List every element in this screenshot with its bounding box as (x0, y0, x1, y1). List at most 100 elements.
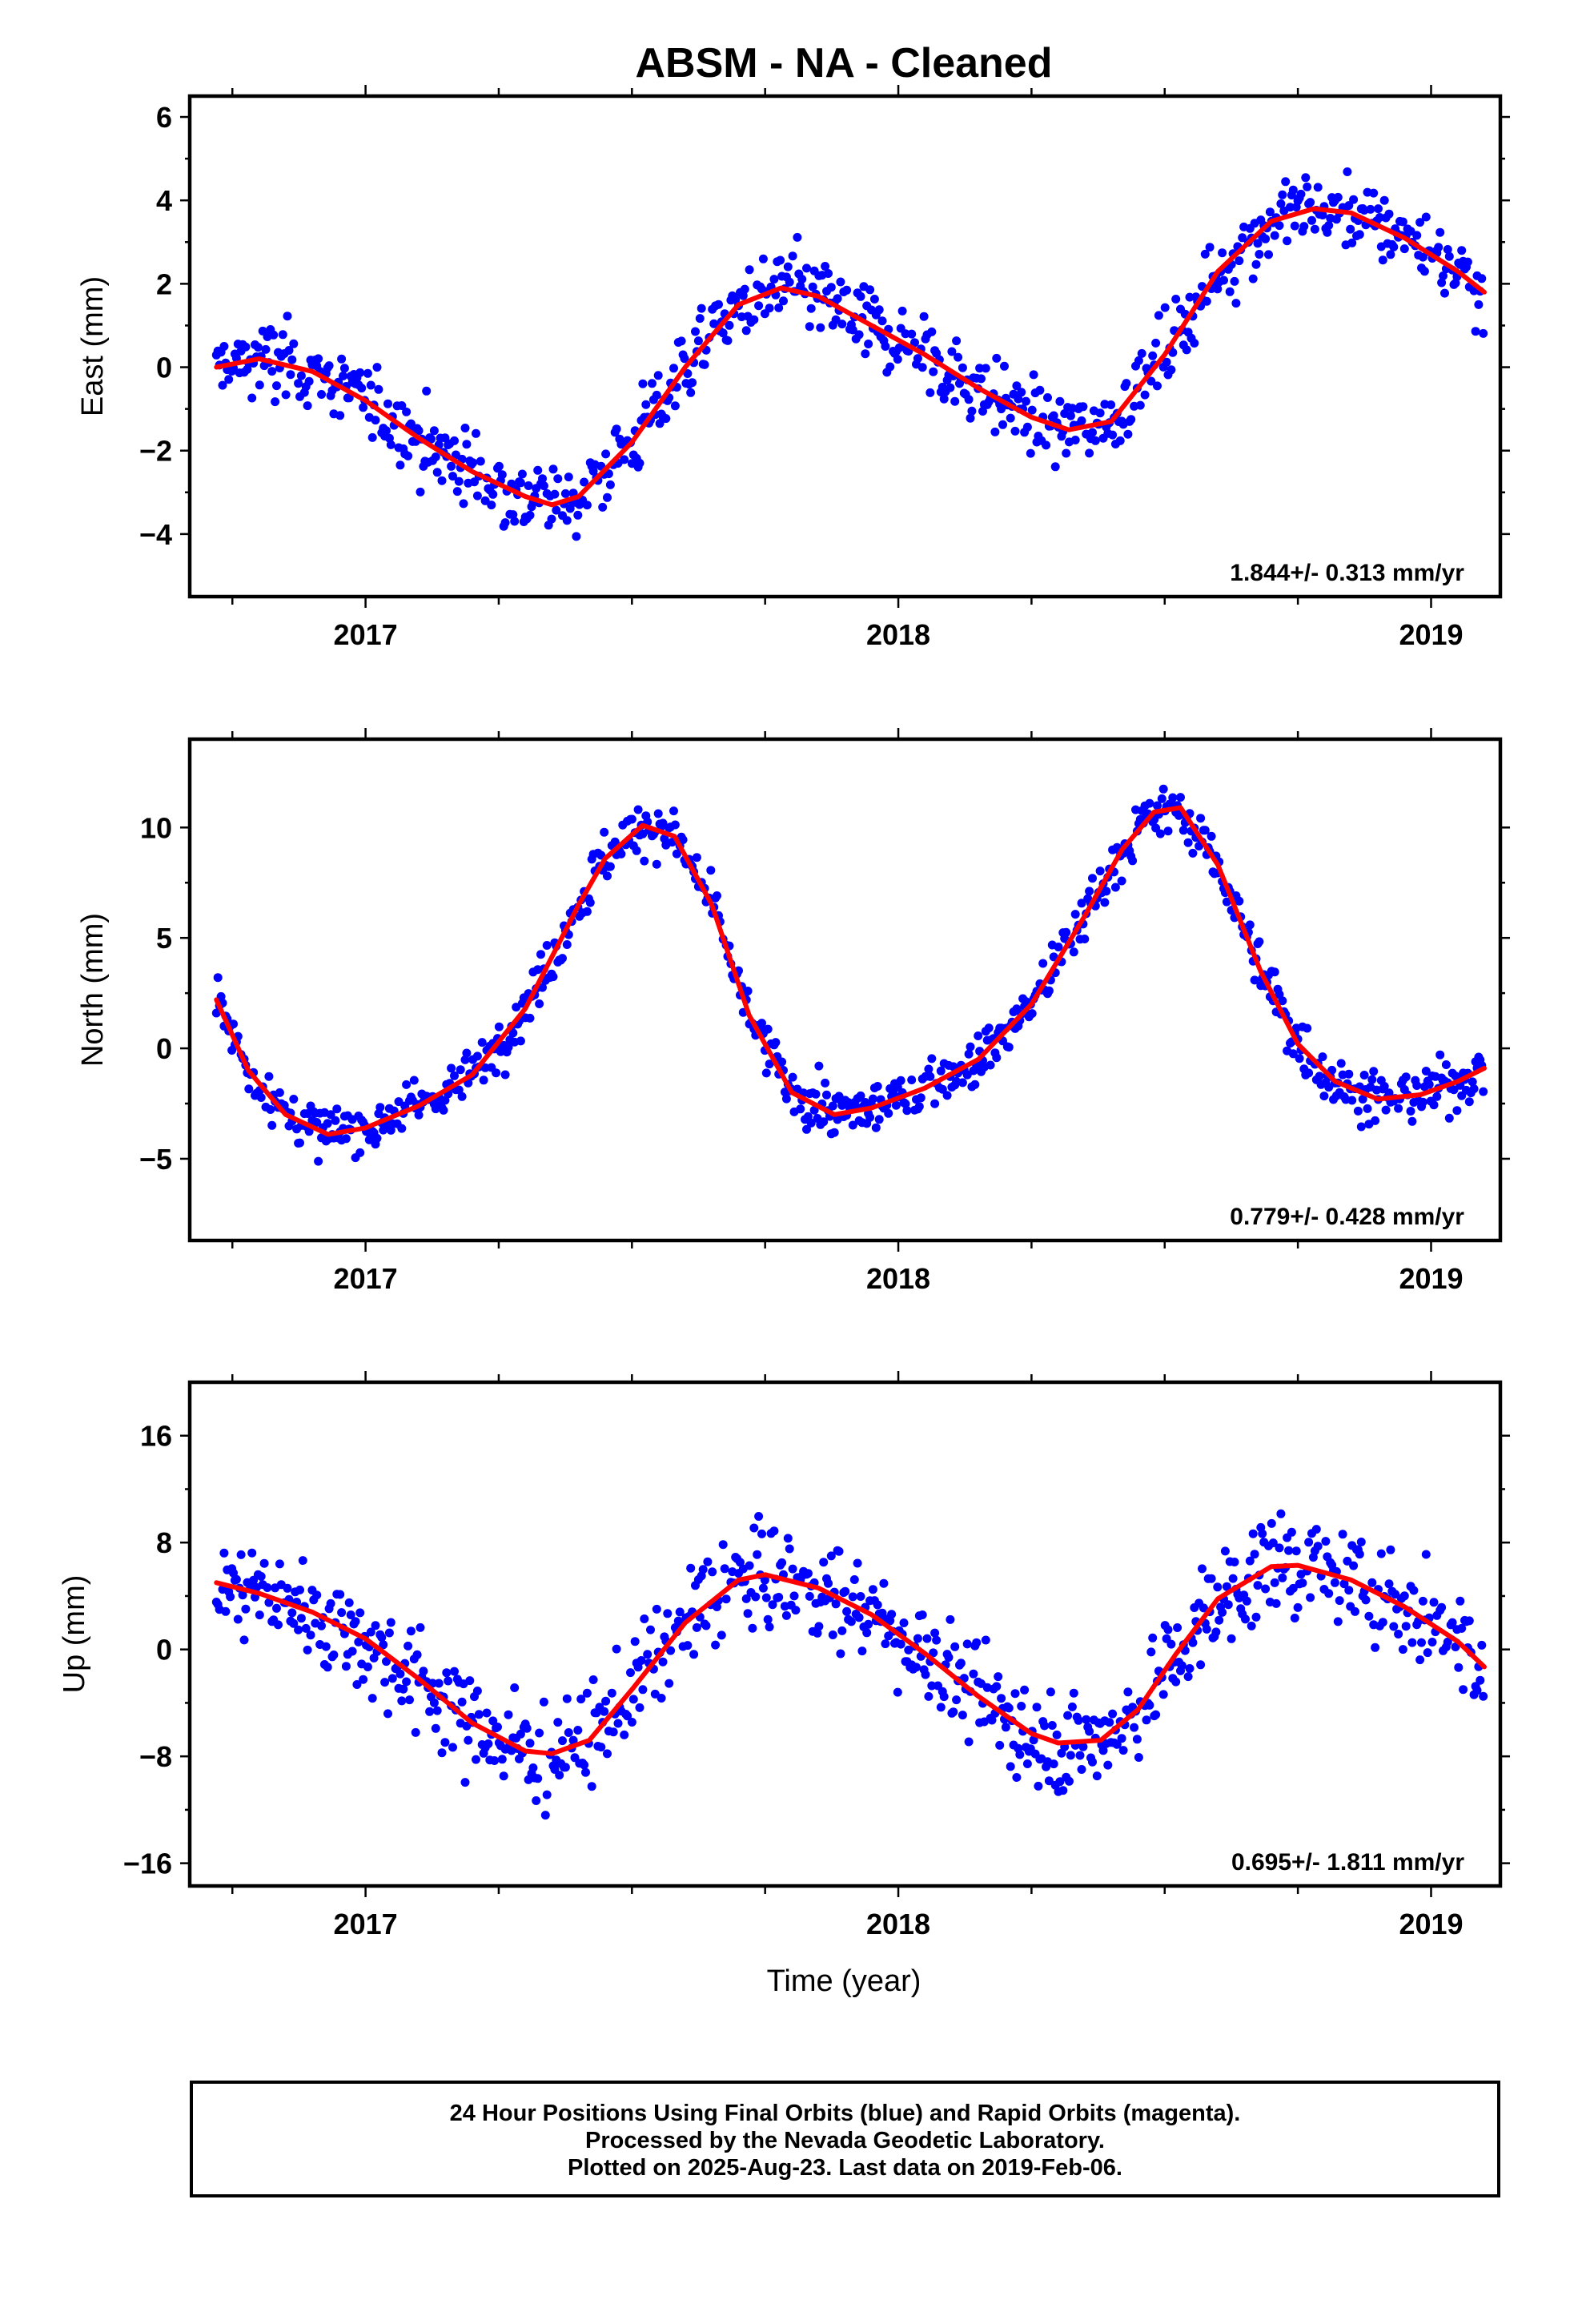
data-point (1108, 1709, 1118, 1719)
data-point (638, 379, 648, 388)
data-point (1102, 887, 1111, 896)
data-point (380, 1678, 390, 1687)
data-point (749, 1523, 759, 1533)
data-point (1363, 1104, 1372, 1113)
data-point (1454, 1663, 1464, 1672)
data-point (1418, 1596, 1427, 1606)
data-point (1145, 798, 1154, 808)
data-point (221, 1606, 231, 1616)
data-point (1276, 199, 1286, 208)
data-point (363, 368, 372, 378)
rate-label-bg (1188, 1200, 1468, 1232)
data-point (1205, 243, 1215, 252)
data-point (1423, 1648, 1432, 1658)
data-point (1198, 1564, 1207, 1574)
data-point (927, 1054, 937, 1063)
data-point (1085, 887, 1094, 896)
data-point (1264, 250, 1273, 259)
data-point (856, 1091, 865, 1100)
data-point (1163, 1625, 1173, 1634)
data-point (677, 336, 686, 346)
y-tick-label: 10 (140, 811, 172, 844)
data-point (516, 1729, 525, 1739)
data-point (1291, 1546, 1301, 1556)
data-point (683, 1641, 693, 1651)
data-point (658, 1657, 668, 1667)
figure-title: ABSM - NA - Cleaned (636, 40, 1053, 86)
data-point (1142, 1715, 1151, 1725)
data-point (573, 510, 583, 520)
data-point (1330, 1578, 1339, 1587)
data-point (1313, 183, 1323, 192)
data-point (1376, 1549, 1386, 1558)
data-point (1077, 416, 1086, 425)
data-point (383, 399, 392, 408)
data-point (1394, 1104, 1403, 1113)
data-point (765, 304, 774, 313)
data-point (1058, 1786, 1068, 1795)
data-point (796, 1104, 805, 1114)
data-point (848, 325, 857, 335)
data-point (1012, 1773, 1022, 1782)
data-point (939, 1692, 949, 1702)
data-point (564, 1728, 573, 1737)
data-point (532, 1796, 541, 1805)
data-point (460, 1055, 470, 1064)
data-point (958, 363, 967, 372)
data-point (1344, 1586, 1354, 1595)
data-point (1153, 801, 1162, 810)
data-point (1419, 267, 1429, 276)
data-point (1006, 1762, 1015, 1771)
data-point (1148, 1633, 1158, 1642)
data-point (608, 1727, 618, 1737)
data-point (1407, 1638, 1417, 1647)
data-point (244, 1084, 254, 1094)
data-point (1304, 1068, 1314, 1078)
data-point (587, 1782, 596, 1791)
data-point (842, 285, 852, 295)
data-point (1479, 1691, 1488, 1701)
data-point (913, 354, 922, 364)
data-point (1355, 1550, 1364, 1559)
data-point (405, 1695, 414, 1705)
data-point (1088, 874, 1097, 883)
data-point (1443, 245, 1452, 254)
data-point (745, 265, 754, 275)
data-point (572, 532, 581, 541)
data-point (219, 342, 229, 351)
data-point (1108, 430, 1118, 440)
data-point (1151, 338, 1161, 348)
data-point (339, 364, 349, 373)
data-point (638, 1685, 648, 1695)
data-point (335, 411, 345, 420)
data-point (914, 1102, 924, 1112)
data-point (693, 336, 703, 346)
rate-label-bg (1188, 557, 1468, 589)
data-point (1032, 1703, 1042, 1712)
data-point (672, 849, 681, 858)
data-point (779, 296, 788, 306)
data-point (562, 516, 572, 525)
data-point (1351, 1606, 1359, 1616)
data-point (1105, 1718, 1114, 1727)
data-point (1471, 327, 1480, 336)
x-axis-title: Time (year) (767, 1964, 921, 1998)
data-point (1296, 189, 1306, 199)
data-point (1065, 1776, 1074, 1786)
data-point (542, 1790, 552, 1799)
data-point (1288, 185, 1298, 195)
data-point (1369, 1067, 1379, 1076)
data-point (552, 505, 561, 515)
data-point (932, 1635, 942, 1645)
data-point (697, 304, 706, 313)
data-point (383, 1709, 392, 1719)
data-point (805, 322, 814, 332)
data-point (396, 1669, 405, 1679)
data-point (596, 1743, 606, 1752)
data-point (1276, 1509, 1286, 1518)
data-point (768, 1600, 777, 1610)
data-point (1290, 1614, 1299, 1622)
data-point (974, 1031, 983, 1040)
data-point (856, 292, 865, 301)
data-point (1293, 1602, 1303, 1612)
